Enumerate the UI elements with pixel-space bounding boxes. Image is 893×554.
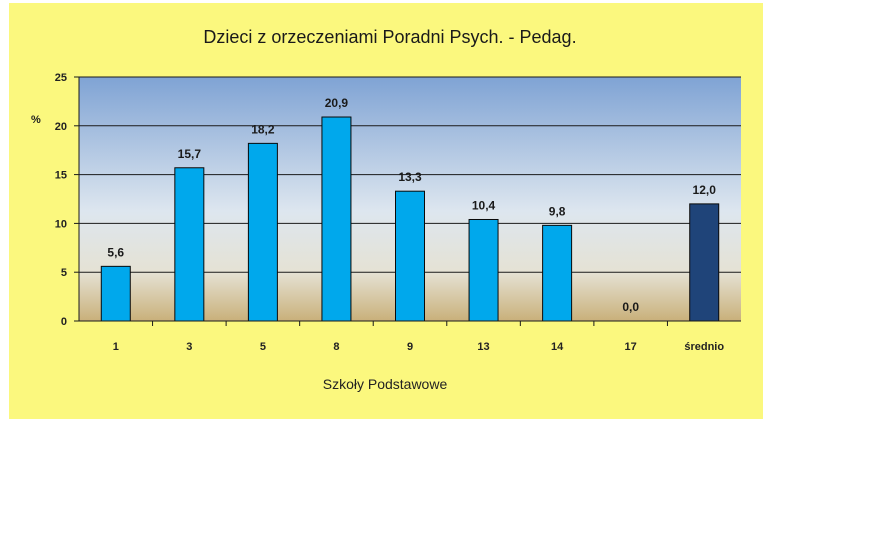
y-tick-label: 25 [55, 72, 67, 84]
y-tick-label: 0 [61, 316, 67, 328]
bar [100, 265, 131, 322]
bars [100, 116, 720, 322]
x-tick-label: 13 [477, 341, 489, 353]
y-tick-label: 10 [55, 218, 67, 230]
y-axis-label: % [31, 114, 41, 126]
labels: 0 5 10 15 20 25 1 5,6 3 15,7 5 18,2 8 20,9 9 13,3 13 10,4… [55, 72, 725, 353]
y-tick-label: 15 [55, 170, 67, 182]
bar [247, 142, 278, 322]
chart-panel: 0 5 10 15 20 25 1 5,6 3 15,7 5 18,2 8 20,9 9 13,3 13 10,4… [9, 3, 763, 419]
bar [542, 224, 573, 322]
bar [468, 218, 499, 322]
x-axis-title: Szkoły Podstawowe [323, 376, 448, 392]
bar [321, 116, 352, 322]
data-label: 9,8 [549, 204, 566, 218]
x-tick-label: 9 [407, 341, 413, 353]
data-label: 5,6 [107, 245, 124, 259]
y-tick-label: 5 [61, 267, 67, 279]
chart-title: Dzieci z orzeczeniami Poradni Psych. - P… [203, 27, 576, 47]
x-tick-label: 14 [551, 341, 564, 353]
data-label: 12,0 [693, 183, 717, 197]
data-label: 18,2 [251, 122, 275, 136]
x-tick-label: 5 [260, 341, 266, 353]
data-label: 20,9 [325, 96, 349, 110]
bar-chart: 0 5 10 15 20 25 1 5,6 3 15,7 5 18,2 8 20,9 9 13,3 13 10,4… [31, 27, 741, 392]
x-tick-label: średnio [684, 341, 724, 353]
data-label: 0,0 [622, 300, 639, 314]
x-tick-label: 3 [186, 341, 192, 353]
data-label: 15,7 [178, 147, 202, 161]
bar [174, 167, 205, 322]
x-tick-label: 1 [113, 341, 119, 353]
data-label: 10,4 [472, 198, 496, 212]
bar [395, 190, 425, 322]
data-label: 13,3 [398, 170, 422, 184]
x-tick-label: 8 [333, 341, 339, 353]
x-tick-label: 17 [625, 341, 637, 353]
y-tick-label: 20 [55, 121, 67, 133]
bar-average [689, 203, 720, 322]
axes [78, 77, 741, 326]
